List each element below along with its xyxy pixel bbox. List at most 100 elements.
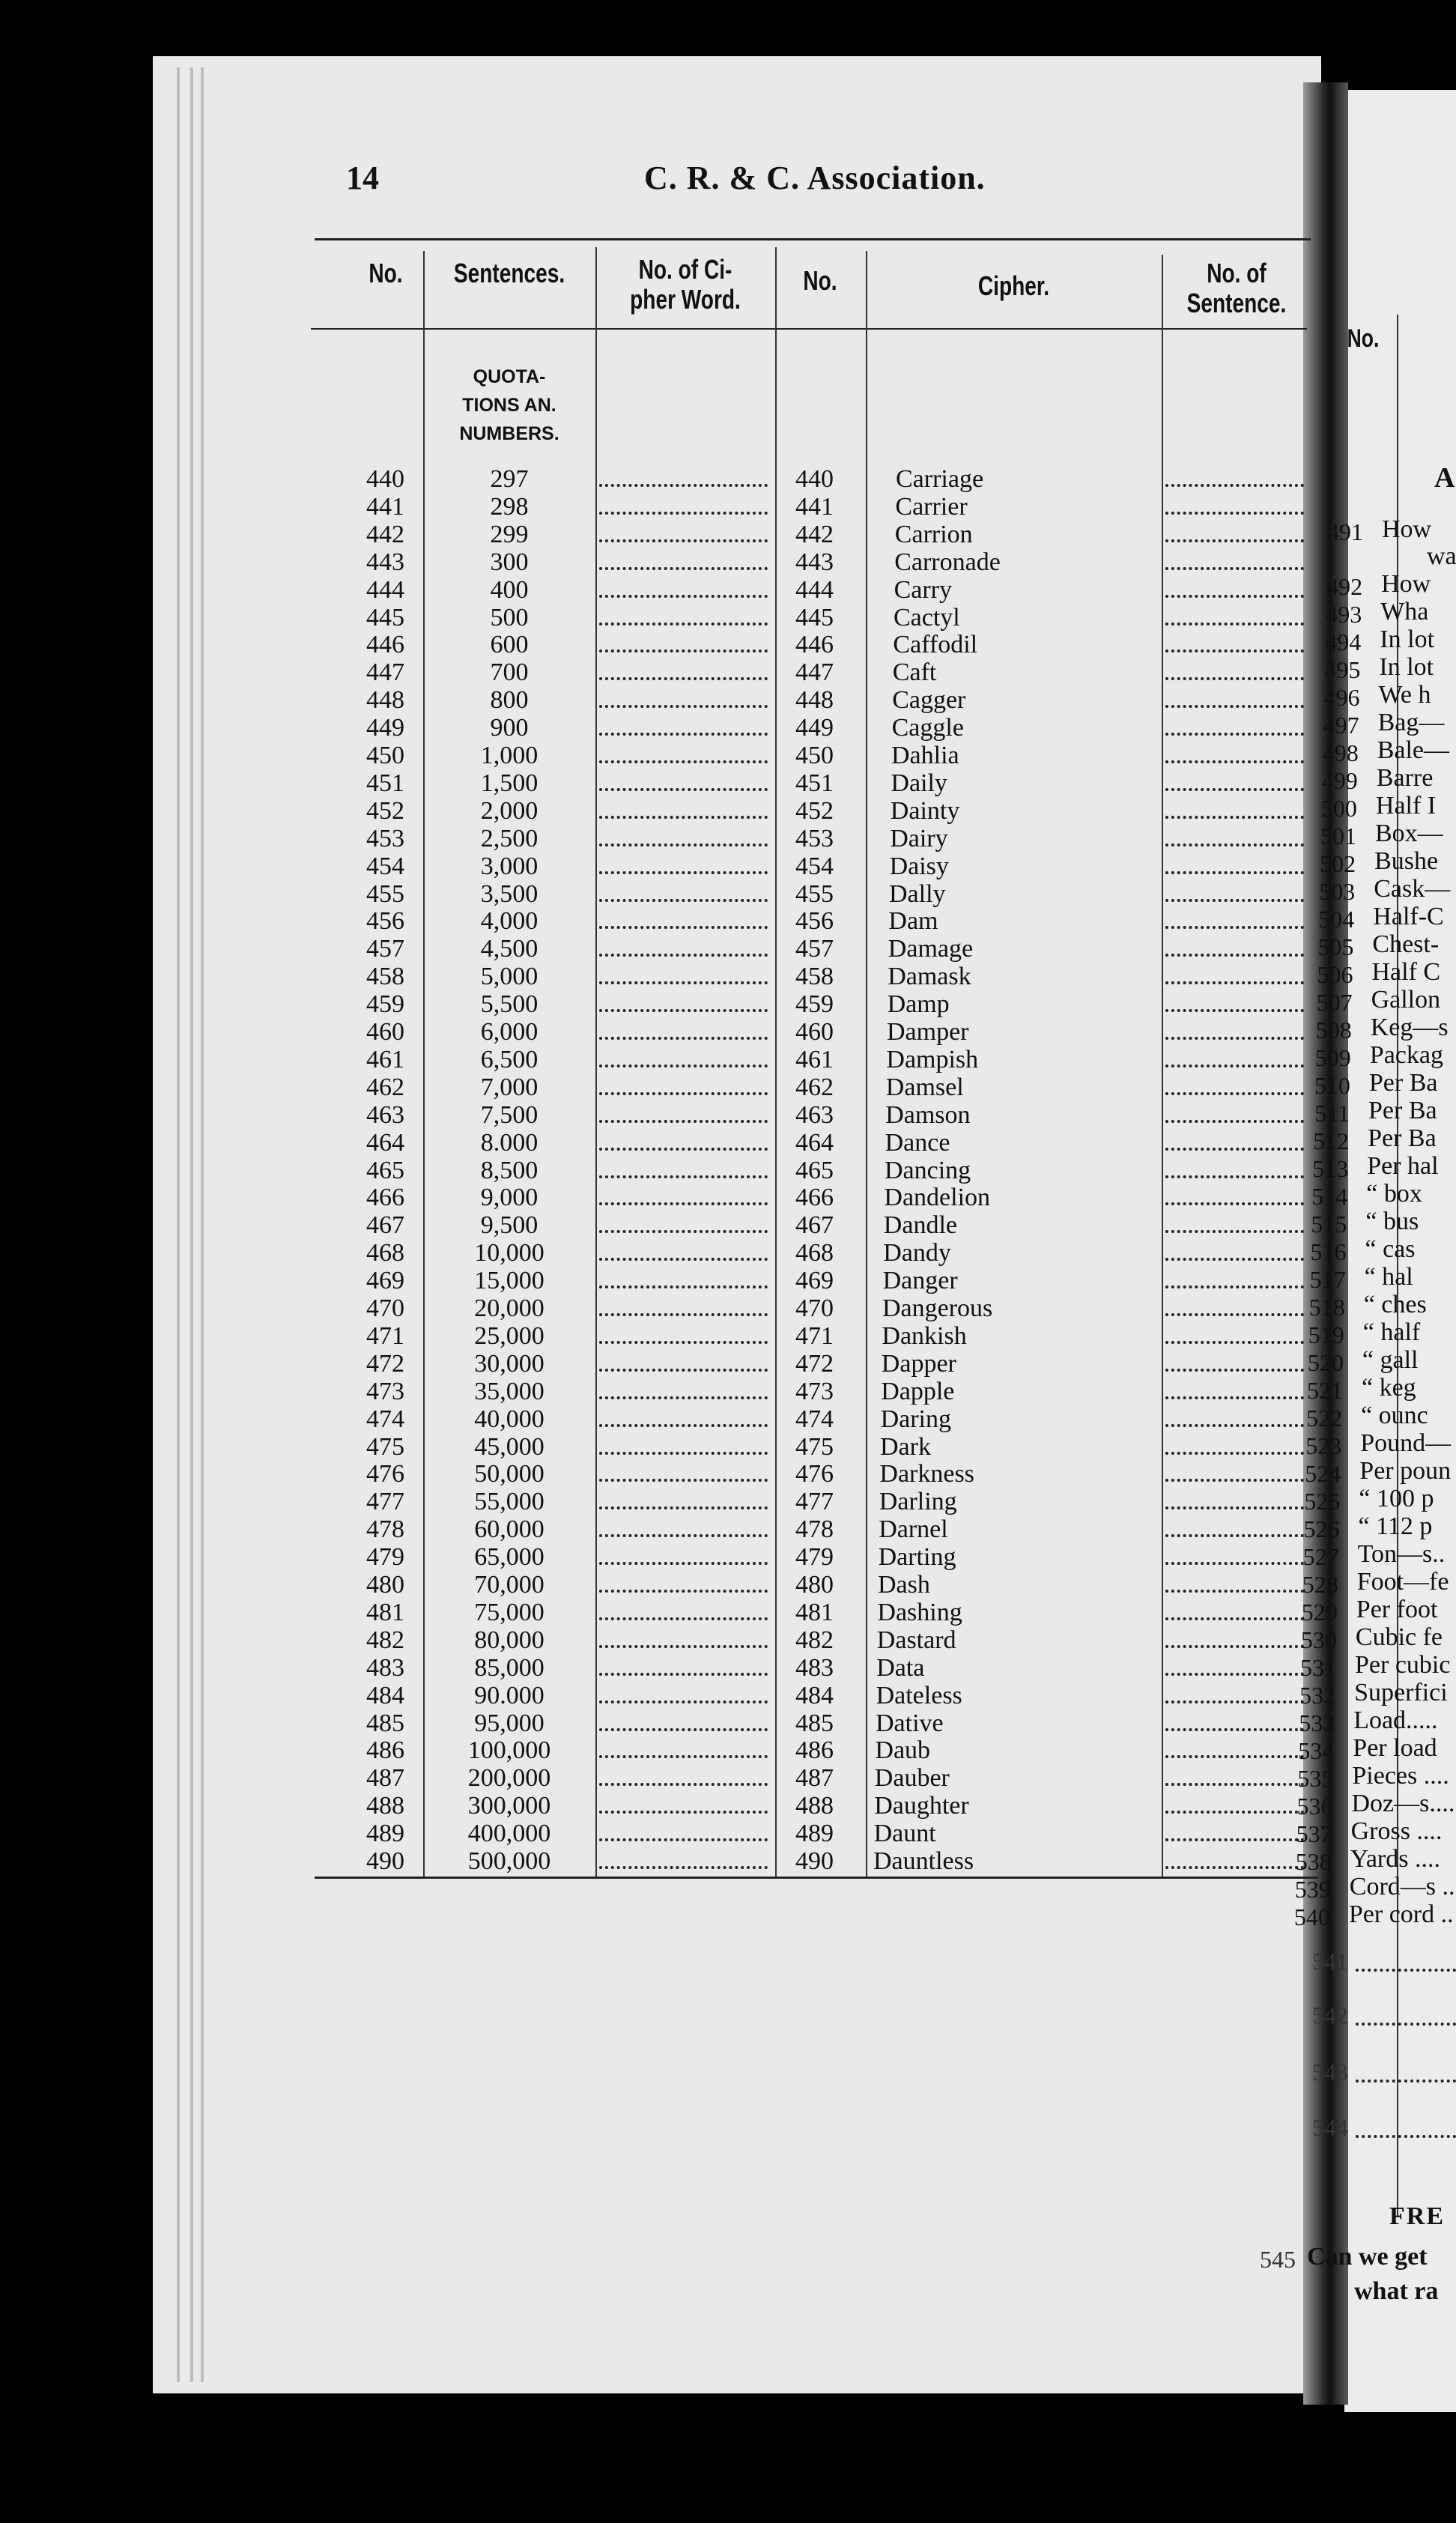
- cipher-word: Carriage: [896, 465, 984, 493]
- sentence-value: 3,500: [480, 879, 539, 908]
- row-number-2: 441: [795, 492, 834, 521]
- right-row-number: 518: [1308, 1294, 1345, 1321]
- right-row-text: “ box: [1366, 1180, 1422, 1208]
- right-row-text: “ keg: [1362, 1374, 1416, 1402]
- section-label-line: QUOTA-: [473, 366, 546, 387]
- sentence-value: 800: [490, 686, 529, 715]
- row-number-2: 489: [795, 1820, 834, 1848]
- cipher-word: Cactyl: [894, 603, 960, 631]
- cipher-word: Damp: [887, 990, 950, 1019]
- right-row-number: 506: [1317, 961, 1353, 988]
- right-row-number: 505: [1317, 933, 1354, 960]
- right-row-number: 520: [1307, 1349, 1344, 1376]
- right-row-text: Per Ba: [1368, 1124, 1437, 1152]
- sentence-no-blank: [1165, 622, 1304, 626]
- right-row-number: 496: [1323, 684, 1360, 711]
- right-header-no: No.: [1347, 324, 1380, 353]
- cipher-word-blank: [599, 733, 768, 736]
- cipher-word: Dankish: [882, 1321, 967, 1350]
- row-number-2: 466: [795, 1184, 834, 1212]
- row-number-2: 476: [795, 1460, 834, 1488]
- cipher-word-blank: [599, 1258, 768, 1262]
- sentence-value: 4,000: [480, 907, 539, 936]
- cipher-word: Dash: [878, 1571, 930, 1599]
- right-row-number: 531: [1300, 1654, 1336, 1681]
- cipher-word-blank: [599, 1727, 768, 1731]
- cipher-word: Caggle: [891, 714, 964, 742]
- right-row-text: Wha: [1380, 598, 1429, 626]
- sentence-no-blank: [1165, 566, 1304, 570]
- right-blank-row-number: 542: [1312, 2002, 1348, 2029]
- right-row-text: “ ches: [1363, 1291, 1427, 1318]
- sentence-value: 7,000: [480, 1073, 539, 1101]
- cipher-word: Dark: [880, 1432, 931, 1461]
- right-section-letter: A: [1434, 462, 1455, 494]
- row-number-2: 440: [795, 465, 834, 493]
- row-number: 476: [366, 1460, 404, 1488]
- cipher-word-blank: [599, 1479, 768, 1482]
- cipher-word-blank: [599, 1119, 768, 1123]
- row-number: 462: [366, 1073, 404, 1101]
- row-number-2: 487: [795, 1764, 834, 1793]
- sentence-value: 299: [490, 520, 529, 548]
- sentence-no-blank: [1165, 1037, 1304, 1040]
- right-row-number: 495: [1324, 656, 1361, 683]
- sentence-value: 5,000: [480, 963, 539, 991]
- header-sentence-no: No. of Sentence.: [1186, 258, 1287, 318]
- cipher-word-blank: [599, 539, 768, 542]
- cipher-word-blank: [599, 954, 768, 957]
- cipher-word: Dance: [885, 1128, 950, 1157]
- right-row-number: 515: [1311, 1211, 1347, 1238]
- row-number: 455: [366, 879, 404, 908]
- right-blank-row-line: [1356, 1969, 1456, 1972]
- section-label-quotations: QUOTA- TIONS AN. NUMBERS.: [423, 363, 595, 448]
- right-row-number: 499: [1321, 767, 1358, 794]
- cipher-word-blank: [599, 1838, 768, 1842]
- cipher-word: Dauntless: [873, 1847, 974, 1875]
- cipher-word-blank: [599, 1590, 768, 1593]
- page-number: 14: [346, 160, 379, 196]
- row-number: 483: [366, 1653, 404, 1682]
- right-blank-row-number: 541: [1312, 1948, 1348, 1975]
- sentence-no-blank: [1165, 1258, 1304, 1262]
- sentence-value: 95,000: [474, 1709, 545, 1737]
- cipher-word-blank: [599, 1147, 768, 1151]
- sentence-value: 500: [490, 603, 529, 631]
- column-divider: [775, 247, 777, 1877]
- sentence-no-blank: [1165, 1091, 1304, 1095]
- cipher-word: Dandy: [883, 1239, 951, 1267]
- cipher-word-blank: [599, 981, 768, 985]
- cipher-word: Dateless: [876, 1681, 962, 1709]
- sentence-no-blank: [1165, 1368, 1304, 1372]
- sentence-no-blank: [1165, 594, 1304, 598]
- sentence-value: 2,500: [480, 824, 539, 852]
- right-row-text: “ cas: [1365, 1235, 1416, 1263]
- row-number-2: 484: [795, 1681, 834, 1709]
- row-number-2: 456: [795, 907, 834, 936]
- right-row-number: 514: [1311, 1183, 1348, 1210]
- row-number-2: 449: [795, 714, 834, 742]
- page-title: C. R. & C. Association.: [644, 160, 986, 196]
- right-row-number: 533: [1299, 1709, 1335, 1736]
- sentence-no-blank: [1165, 1672, 1304, 1676]
- sentence-no-blank: [1165, 981, 1304, 985]
- cipher-word-blank: [599, 1175, 768, 1178]
- row-number: 445: [366, 603, 404, 631]
- book-gutter: [1303, 82, 1348, 2405]
- sentence-value: 30,000: [474, 1349, 545, 1378]
- page-edge: [201, 67, 204, 2382]
- cipher-word: Daisy: [889, 852, 949, 880]
- row-number-2: 467: [795, 1211, 834, 1240]
- sentence-no-blank: [1165, 511, 1304, 515]
- sentence-no-blank: [1165, 1838, 1304, 1842]
- column-divider: [423, 251, 425, 1877]
- right-row-text: Pound—: [1360, 1429, 1452, 1457]
- row-number-2: 446: [795, 631, 834, 659]
- sentence-value: 900: [490, 714, 529, 742]
- cipher-word: Danger: [882, 1267, 958, 1295]
- cipher-word: Daily: [891, 769, 947, 797]
- row-number: 467: [366, 1211, 404, 1240]
- cipher-word: Dancing: [885, 1156, 971, 1184]
- cipher-word-blank: [599, 1783, 768, 1787]
- right-row-number: 500: [1320, 795, 1357, 822]
